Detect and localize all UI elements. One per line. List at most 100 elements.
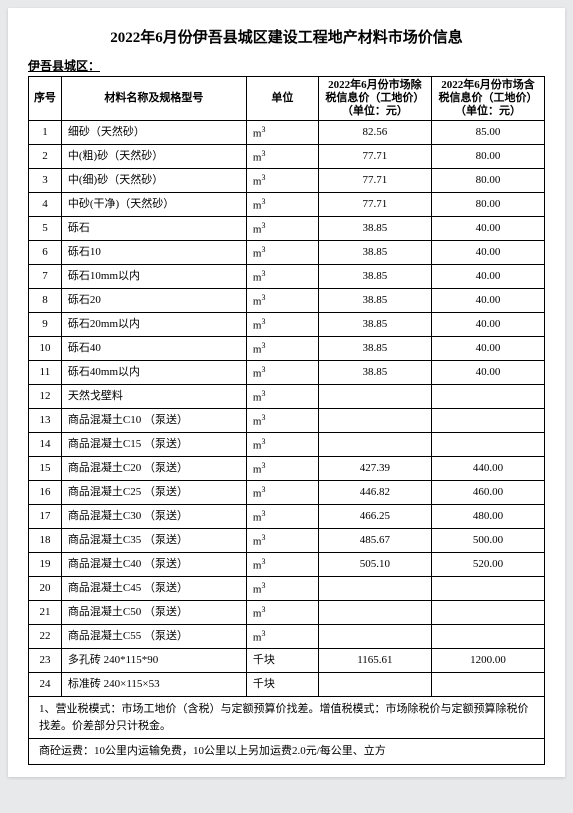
cell-unit: m3 [246,577,318,601]
cell-name: 砾石 [61,217,246,241]
cell-price-in: 85.00 [431,121,544,145]
cell-name: 商品混凝土C50 （泵送） [61,601,246,625]
cell-price-in: 40.00 [431,289,544,313]
table-row: 24标准砖 240×115×53千块 [29,673,545,697]
table-row: 1细砂（天然砂）m382.5685.00 [29,121,545,145]
table-row: 10砾石40m338.8540.00 [29,337,545,361]
cell-unit: m3 [246,553,318,577]
table-row: 19商品混凝土C40 （泵送）m3505.10520.00 [29,553,545,577]
cell-idx: 16 [29,481,62,505]
cell-unit: m3 [246,385,318,409]
cell-price-in: 1200.00 [431,649,544,673]
cell-name: 商品混凝土C45 （泵送） [61,577,246,601]
cell-name: 砾石40mm以内 [61,361,246,385]
cell-price-ex [318,673,431,697]
cell-price-in: 40.00 [431,337,544,361]
cell-unit: m3 [246,481,318,505]
cell-unit: 千块 [246,673,318,697]
cell-price-ex: 505.10 [318,553,431,577]
table-row: 21商品混凝土C50 （泵送）m3 [29,601,545,625]
cell-name: 天然戈壁料 [61,385,246,409]
cell-price-ex: 466.25 [318,505,431,529]
note-row-2: 商砼运费：10公里内运输免费，10公里以上另加运费2.0元/每公里、立方 [29,739,545,765]
cell-idx: 4 [29,193,62,217]
table-row: 22商品混凝土C55 （泵送）m3 [29,625,545,649]
cell-unit: 千块 [246,649,318,673]
cell-price-in: 440.00 [431,457,544,481]
cell-idx: 9 [29,313,62,337]
cell-price-in [431,601,544,625]
table-row: 5砾石m338.8540.00 [29,217,545,241]
cell-idx: 14 [29,433,62,457]
cell-unit: m3 [246,601,318,625]
cell-price-ex: 77.71 [318,169,431,193]
table-row: 8砾石20m338.8540.00 [29,289,545,313]
cell-idx: 2 [29,145,62,169]
cell-idx: 19 [29,553,62,577]
cell-unit: m3 [246,313,318,337]
cell-name: 砾石10mm以内 [61,265,246,289]
cell-price-in [431,577,544,601]
region-subtitle: 伊吾县城区： [28,57,545,74]
cell-price-ex: 485.67 [318,529,431,553]
cell-price-ex [318,385,431,409]
cell-name: 商品混凝土C40 （泵送） [61,553,246,577]
cell-unit: m3 [246,289,318,313]
table-row: 23多孔砖 240*115*90千块1165.611200.00 [29,649,545,673]
header-unit: 单位 [246,77,318,121]
cell-idx: 11 [29,361,62,385]
cell-price-in: 480.00 [431,505,544,529]
cell-unit: m3 [246,625,318,649]
header-price-in: 2022年6月份市场含税信息价（工地价）（单位：元） [431,77,544,121]
note-row-1: 1、营业税模式：市场工地价（含税）与定额预算价找差。增值税模式：市场除税价与定额… [29,697,545,739]
table-row: 12天然戈壁料m3 [29,385,545,409]
cell-price-ex [318,433,431,457]
note-text-2: 商砼运费：10公里内运输免费，10公里以上另加运费2.0元/每公里、立方 [29,739,545,765]
cell-idx: 7 [29,265,62,289]
cell-price-ex [318,625,431,649]
cell-name: 标准砖 240×115×53 [61,673,246,697]
cell-unit: m3 [246,145,318,169]
cell-name: 中(粗)砂（天然砂） [61,145,246,169]
table-row: 20商品混凝土C45 （泵送）m3 [29,577,545,601]
cell-unit: m3 [246,217,318,241]
cell-price-in: 460.00 [431,481,544,505]
cell-price-in: 80.00 [431,145,544,169]
cell-unit: m3 [246,241,318,265]
cell-name: 多孔砖 240*115*90 [61,649,246,673]
cell-idx: 22 [29,625,62,649]
cell-idx: 15 [29,457,62,481]
cell-price-ex: 77.71 [318,145,431,169]
table-body: 1细砂（天然砂）m382.5685.002中(粗)砂（天然砂）m377.7180… [29,121,545,697]
cell-name: 砾石20 [61,289,246,313]
cell-price-ex [318,577,431,601]
cell-unit: m3 [246,457,318,481]
table-row: 6砾石10m338.8540.00 [29,241,545,265]
cell-price-ex: 38.85 [318,361,431,385]
cell-price-ex: 1165.61 [318,649,431,673]
cell-idx: 18 [29,529,62,553]
cell-price-in: 40.00 [431,241,544,265]
cell-unit: m3 [246,169,318,193]
cell-price-ex [318,409,431,433]
cell-name: 砾石20mm以内 [61,313,246,337]
cell-price-in [431,433,544,457]
cell-price-in [431,625,544,649]
cell-name: 商品混凝土C15 （泵送） [61,433,246,457]
cell-idx: 1 [29,121,62,145]
cell-price-ex: 38.85 [318,241,431,265]
cell-idx: 10 [29,337,62,361]
cell-price-ex: 446.82 [318,481,431,505]
header-idx: 序号 [29,77,62,121]
cell-price-in: 80.00 [431,193,544,217]
table-row: 3中(细)砂（天然砂）m377.7180.00 [29,169,545,193]
page-title: 2022年6月份伊吾县城区建设工程地产材料市场价信息 [28,26,545,47]
header-price-ex: 2022年6月份市场除税信息价（工地价）（单位：元） [318,77,431,121]
note-text-1: 1、营业税模式：市场工地价（含税）与定额预算价找差。增值税模式：市场除税价与定额… [29,697,545,739]
cell-name: 砾石40 [61,337,246,361]
cell-idx: 21 [29,601,62,625]
cell-name: 商品混凝土C30 （泵送） [61,505,246,529]
cell-unit: m3 [246,409,318,433]
cell-name: 商品混凝土C55 （泵送） [61,625,246,649]
cell-price-in [431,385,544,409]
